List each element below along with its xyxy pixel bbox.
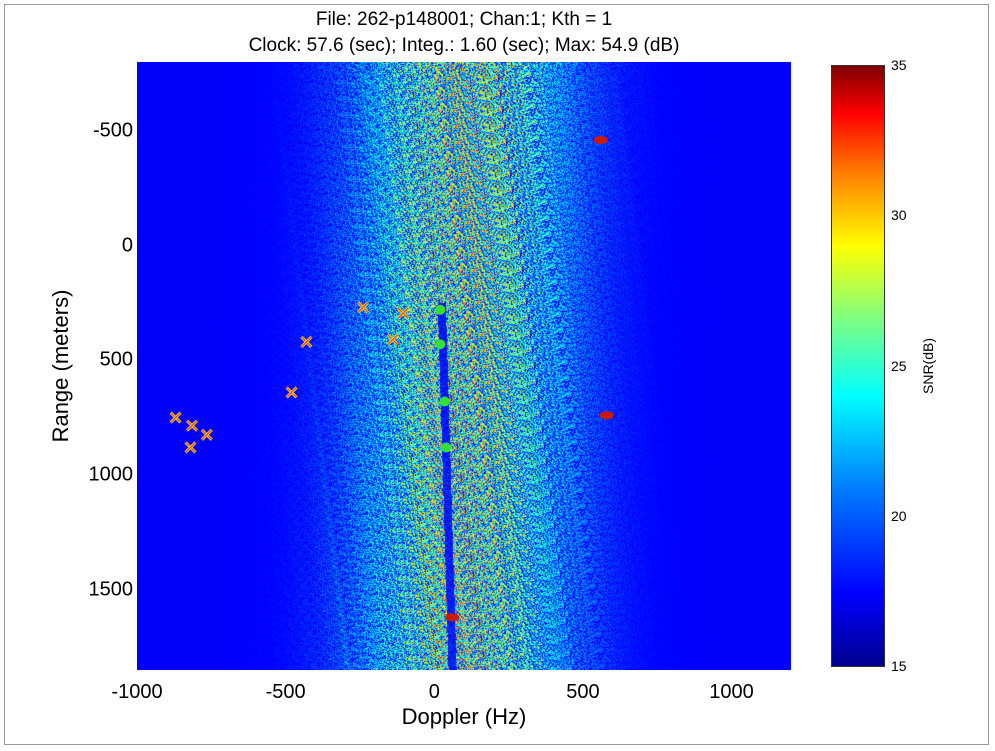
colorbar-tick-label: 20 bbox=[891, 507, 907, 524]
green-track-point bbox=[435, 304, 446, 315]
green-track-point bbox=[439, 396, 450, 407]
y-tick-label: 1000 bbox=[88, 463, 134, 486]
colorbar-tick-label: 25 bbox=[891, 357, 907, 374]
x-marker bbox=[169, 411, 182, 424]
hot-spot-marker bbox=[599, 411, 614, 420]
x-axis-label: Doppler (Hz) bbox=[401, 704, 527, 729]
colorbar-tick-label: 15 bbox=[891, 658, 907, 674]
x-marker bbox=[285, 386, 298, 399]
x-marker bbox=[396, 307, 410, 320]
x-marker bbox=[300, 335, 313, 348]
x-tick-label: -1000 bbox=[111, 681, 163, 703]
marker-layer bbox=[169, 136, 614, 622]
x-marker bbox=[185, 419, 199, 432]
green-track-point bbox=[441, 442, 452, 453]
hot-spot-marker bbox=[445, 613, 460, 622]
hot-spot-marker bbox=[593, 136, 608, 145]
figure-frame bbox=[4, 4, 989, 745]
x-tick-label: 0 bbox=[428, 681, 440, 703]
colorbar-tick-label: 35 bbox=[891, 57, 907, 73]
colorbar-label: SNR(dB) bbox=[920, 337, 936, 395]
colorbar-tick-label: 30 bbox=[891, 207, 907, 224]
x-marker bbox=[386, 333, 399, 346]
chart-title: File: 262-p148001; Chan:1; Kth = 1 bbox=[315, 9, 613, 30]
x-tick-label: 1000 bbox=[709, 681, 754, 703]
x-marker bbox=[356, 301, 369, 314]
y-tick-label: 0 bbox=[121, 234, 133, 257]
y-tick-label: 500 bbox=[99, 348, 133, 371]
green-track-point bbox=[435, 339, 446, 350]
x-marker bbox=[184, 441, 197, 454]
colorbar bbox=[831, 65, 885, 667]
x-marker bbox=[200, 428, 213, 441]
x-tick-label: 500 bbox=[566, 681, 600, 703]
y-tick-label: -500 bbox=[92, 119, 133, 142]
y-axis-label: Range (meters) bbox=[48, 289, 73, 443]
x-tick-label: -500 bbox=[265, 681, 306, 703]
plot-area bbox=[137, 62, 791, 670]
heatmap-image bbox=[137, 62, 791, 670]
chart-subtitle: Clock: 57.6 (sec); Integ.: 1.60 (sec); M… bbox=[248, 35, 680, 56]
y-tick-label: 1500 bbox=[88, 578, 134, 601]
